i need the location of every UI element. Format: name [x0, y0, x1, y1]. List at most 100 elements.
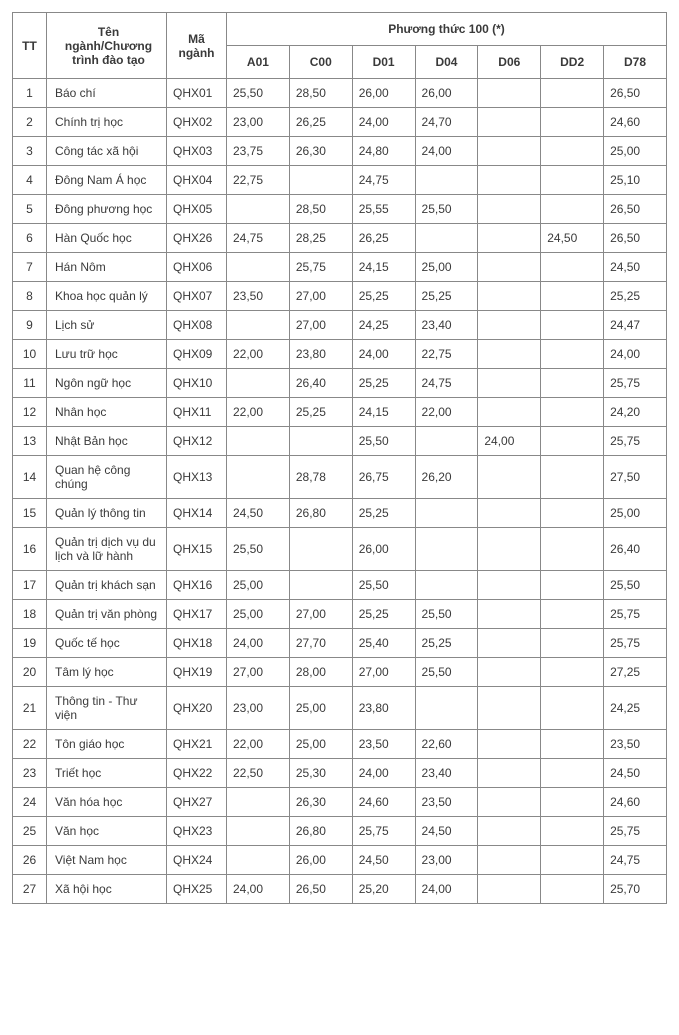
- cell-tt: 8: [13, 282, 47, 311]
- table-row: 16Quản trị dịch vụ du lịch và lữ hànhQHX…: [13, 528, 667, 571]
- cell-name: Văn học: [47, 817, 167, 846]
- cell-score: 26,00: [289, 846, 352, 875]
- cell-score: 23,40: [415, 311, 478, 340]
- cell-name: Nhật Bản học: [47, 427, 167, 456]
- cell-name: Báo chí: [47, 79, 167, 108]
- cell-name: Quản trị văn phòng: [47, 600, 167, 629]
- cell-score: [541, 282, 604, 311]
- cell-score: 23,00: [227, 108, 290, 137]
- cell-score: [541, 499, 604, 528]
- cell-name: Ngôn ngữ học: [47, 369, 167, 398]
- header-sub-a01: A01: [227, 46, 290, 79]
- cell-score: [478, 253, 541, 282]
- cell-score: 24,50: [415, 817, 478, 846]
- cell-score: [289, 427, 352, 456]
- cell-score: 24,00: [415, 137, 478, 166]
- cell-score: [541, 817, 604, 846]
- cell-score: [478, 629, 541, 658]
- cell-score: 24,00: [415, 875, 478, 904]
- cell-score: 24,60: [604, 108, 667, 137]
- cell-score: 28,25: [289, 224, 352, 253]
- cell-score: 26,00: [352, 528, 415, 571]
- cell-tt: 20: [13, 658, 47, 687]
- table-row: 9Lịch sửQHX0827,0024,2523,4024,47: [13, 311, 667, 340]
- cell-score: 24,47: [604, 311, 667, 340]
- cell-score: 25,50: [415, 195, 478, 224]
- cell-tt: 16: [13, 528, 47, 571]
- cell-name: Thông tin - Thư viện: [47, 687, 167, 730]
- cell-score: 24,50: [227, 499, 290, 528]
- cell-score: 24,00: [604, 340, 667, 369]
- cell-name: Chính trị học: [47, 108, 167, 137]
- cell-score: [541, 528, 604, 571]
- table-row: 17Quản trị khách sạnQHX1625,0025,5025,50: [13, 571, 667, 600]
- cell-score: 25,55: [352, 195, 415, 224]
- cell-name: Việt Nam học: [47, 846, 167, 875]
- cell-score: 22,00: [227, 398, 290, 427]
- cell-code: QHX21: [167, 730, 227, 759]
- cell-score: [478, 528, 541, 571]
- header-sub-d04: D04: [415, 46, 478, 79]
- cell-score: 25,50: [604, 571, 667, 600]
- cell-score: [415, 499, 478, 528]
- cell-score: 25,25: [352, 369, 415, 398]
- cell-score: 26,40: [604, 528, 667, 571]
- cell-score: [541, 687, 604, 730]
- table-row: 23Triết họcQHX2222,5025,3024,0023,4024,5…: [13, 759, 667, 788]
- cell-score: [541, 369, 604, 398]
- cell-score: 24,50: [604, 253, 667, 282]
- cell-score: [227, 456, 290, 499]
- cell-score: 25,10: [604, 166, 667, 195]
- cell-tt: 13: [13, 427, 47, 456]
- cell-code: QHX09: [167, 340, 227, 369]
- table-row: 22Tôn giáo họcQHX2122,0025,0023,5022,602…: [13, 730, 667, 759]
- cell-code: QHX16: [167, 571, 227, 600]
- cell-code: QHX19: [167, 658, 227, 687]
- cell-score: 28,00: [289, 658, 352, 687]
- cell-score: 22,00: [415, 398, 478, 427]
- cell-score: [478, 79, 541, 108]
- cell-code: QHX23: [167, 817, 227, 846]
- cell-score: 25,50: [415, 600, 478, 629]
- cell-score: 25,50: [352, 427, 415, 456]
- cell-score: [541, 311, 604, 340]
- cell-tt: 11: [13, 369, 47, 398]
- cell-score: [478, 195, 541, 224]
- cell-score: 25,40: [352, 629, 415, 658]
- cell-score: [478, 600, 541, 629]
- cell-tt: 25: [13, 817, 47, 846]
- cell-code: QHX11: [167, 398, 227, 427]
- cell-score: 23,80: [352, 687, 415, 730]
- cell-code: QHX18: [167, 629, 227, 658]
- cell-tt: 10: [13, 340, 47, 369]
- cell-score: 25,75: [604, 629, 667, 658]
- cell-score: 22,00: [227, 730, 290, 759]
- cell-score: [415, 528, 478, 571]
- cell-score: 24,50: [604, 759, 667, 788]
- cell-score: 25,50: [227, 79, 290, 108]
- cell-score: 25,75: [352, 817, 415, 846]
- table-header: TT Tên ngành/Chương trình đào tạo Mã ngà…: [13, 13, 667, 79]
- cell-tt: 23: [13, 759, 47, 788]
- cell-score: 27,00: [289, 311, 352, 340]
- cell-score: [478, 788, 541, 817]
- cell-name: Công tác xã hội: [47, 137, 167, 166]
- cell-name: Hán Nôm: [47, 253, 167, 282]
- cell-score: [415, 687, 478, 730]
- cell-score: 27,00: [352, 658, 415, 687]
- cell-score: [541, 427, 604, 456]
- cell-code: QHX12: [167, 427, 227, 456]
- cell-score: 24,00: [227, 629, 290, 658]
- cell-score: [478, 369, 541, 398]
- cell-score: [478, 759, 541, 788]
- cell-score: 25,25: [352, 600, 415, 629]
- cell-score: [478, 875, 541, 904]
- cell-tt: 26: [13, 846, 47, 875]
- cell-score: 22,75: [227, 166, 290, 195]
- header-code: Mã ngành: [167, 13, 227, 79]
- cell-score: 25,25: [289, 398, 352, 427]
- cell-score: 26,80: [289, 499, 352, 528]
- cell-score: 22,00: [227, 340, 290, 369]
- cell-tt: 9: [13, 311, 47, 340]
- cell-score: 25,00: [227, 600, 290, 629]
